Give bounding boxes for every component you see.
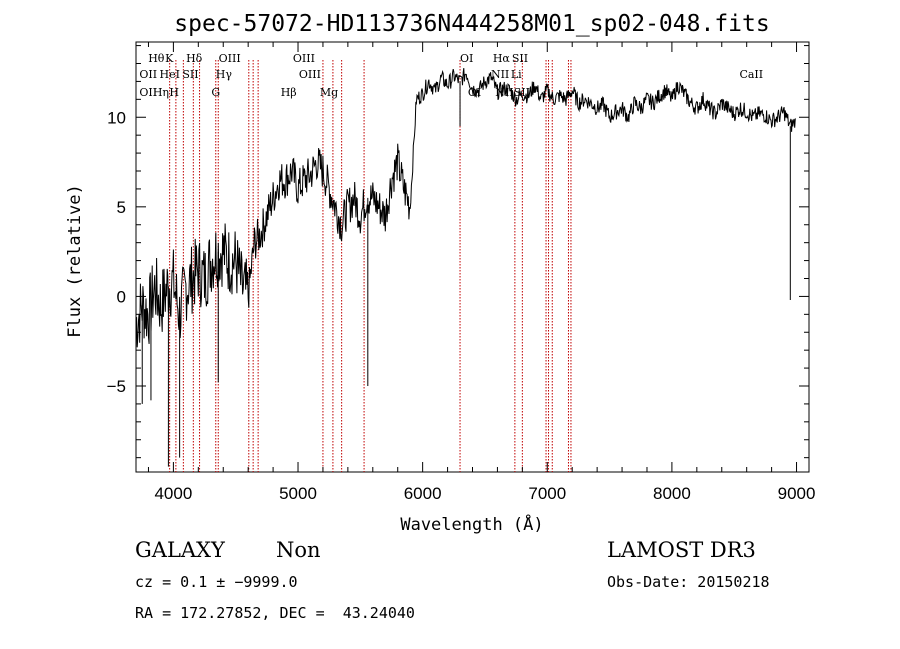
line-label: OII [139,68,157,81]
y-tick-label: 5 [117,198,126,217]
line-label: OIII [219,52,241,65]
line-label: Hδ [186,52,203,65]
line-label: Hη [153,86,169,99]
obs-date: Obs-Date: 20150218 [607,573,770,591]
axes: 4000 5000 6000 7000 8000 9000 −5 0 5 10 [107,42,816,503]
line-label: OIII [299,68,321,81]
x-tick-label: 7000 [528,484,566,503]
survey-label: LAMOST DR3 [607,538,756,562]
x-tick-label: 6000 [404,484,442,503]
line-label: SII [182,68,198,81]
spectrum-series [135,68,796,467]
line-label: OII [139,86,157,99]
line-label: Hγ [216,68,233,81]
line-label: OI [460,52,473,65]
line-label: Mg [320,86,338,99]
y-tick-label: 0 [117,287,126,306]
emission-line-markers [169,60,572,472]
line-label: H [169,86,179,99]
chart-title: spec-57072-HD113736N444258M01_sp02-048.f… [174,11,769,37]
line-label: CaII [739,68,763,81]
subclass-label: Non [276,538,321,562]
class-label: GALAXY [135,538,225,562]
cz-line: cz = 0.1 ± −9999.0 [135,573,298,591]
line-label: HeI [160,68,180,81]
x-tick-label: 9000 [778,484,816,503]
x-tick-label: 4000 [154,484,192,503]
y-tick-label: 10 [107,108,126,127]
ra-dec-line: RA = 172.27852, DEC = 43.24040 [135,604,415,622]
x-axis-label: Wavelength (Å) [400,513,543,535]
y-tick-label: −5 [107,377,126,396]
line-label: OIII [293,52,315,65]
line-label: Li [511,68,522,81]
x-tick-label: 5000 [279,484,317,503]
spectrum-line [135,68,796,348]
line-label: G [211,86,220,99]
line-label: SII [512,52,528,65]
y-axis-label: Flux (relative) [65,184,85,338]
x-tick-label: 8000 [653,484,691,503]
line-label: Hα [493,52,511,65]
line-label: NII [491,68,509,81]
line-label: Hβ [281,86,297,99]
line-label: Hθ [148,52,165,65]
line-label: K [165,52,174,65]
